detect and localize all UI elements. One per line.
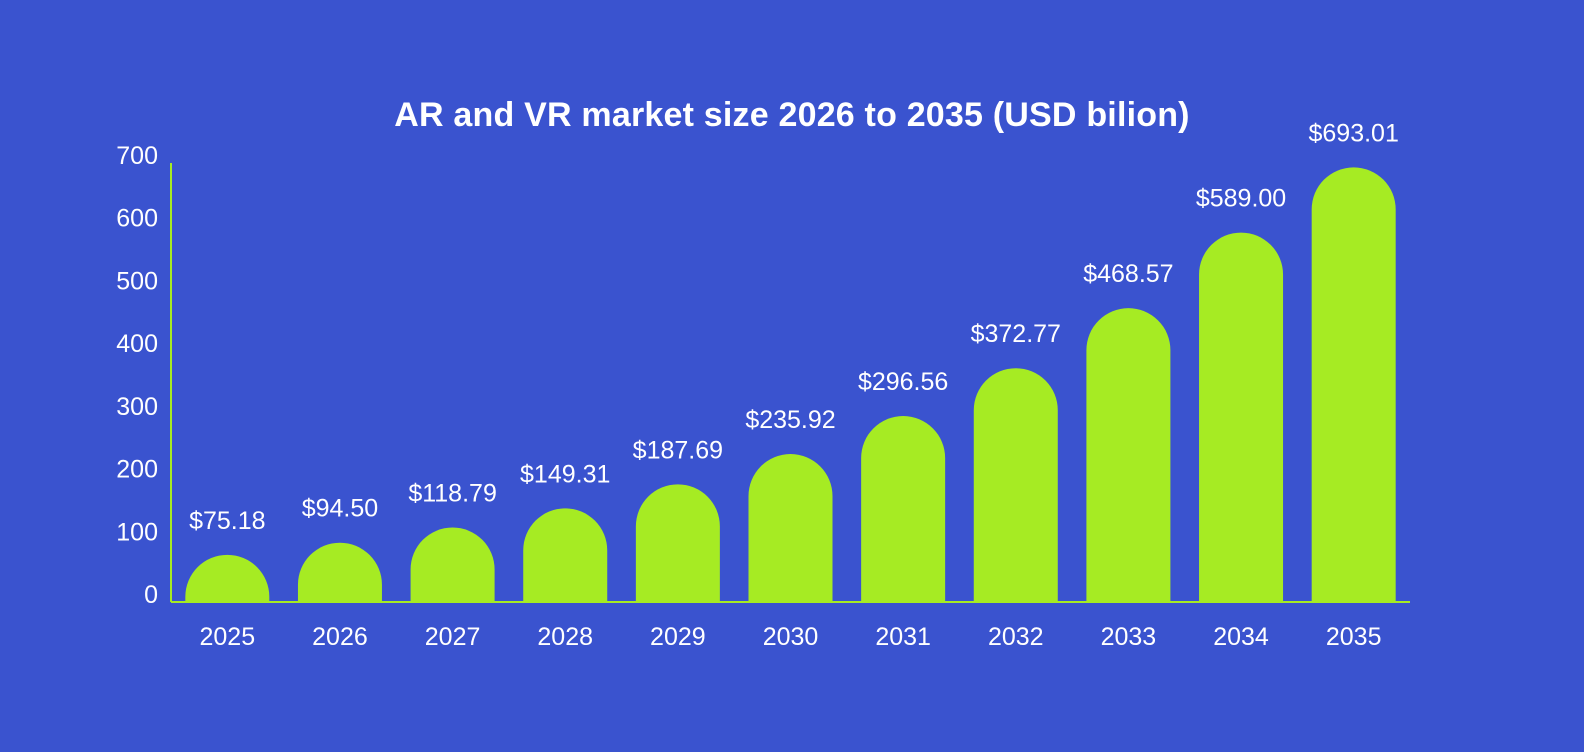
bar-2030	[748, 454, 833, 602]
data-label-2029: $187.69	[633, 436, 723, 464]
x-tick-label-2030: 2030	[763, 623, 819, 651]
data-label-2032: $372.77	[971, 320, 1061, 348]
x-tick-label-2034: 2034	[1213, 623, 1269, 651]
data-label-2026: $94.50	[302, 495, 378, 523]
bar-2033	[1086, 308, 1171, 602]
data-label-2031: $296.56	[858, 368, 948, 396]
x-tick-label-2031: 2031	[875, 623, 931, 651]
y-tick-label-500: 500	[116, 267, 158, 295]
x-tick-label-2033: 2033	[1101, 623, 1157, 651]
x-tick-label-2029: 2029	[650, 623, 706, 651]
data-label-2028: $149.31	[520, 460, 610, 488]
bar-2031	[861, 416, 946, 602]
x-tick-label-2032: 2032	[988, 623, 1044, 651]
x-tick-label-2026: 2026	[312, 623, 368, 651]
bar-2027	[410, 527, 495, 602]
y-tick-label-400: 400	[116, 330, 158, 358]
y-axis-ticks: 0 100 200 300 400 500 600 700	[116, 142, 158, 609]
y-tick-label-300: 300	[116, 393, 158, 421]
data-labels-group: $75.18 $94.50 $118.79 $149.31 $187.69 $235.92…	[189, 119, 1399, 534]
bar-2025	[185, 554, 270, 602]
data-label-2034: $589.00	[1196, 185, 1286, 213]
x-tick-label-2025: 2025	[200, 623, 256, 651]
bar-2035	[1311, 167, 1396, 602]
data-label-2025: $75.18	[189, 507, 265, 535]
y-tick-label-200: 200	[116, 456, 158, 484]
y-tick-label-0: 0	[144, 581, 158, 609]
x-tick-label-2035: 2035	[1326, 623, 1382, 651]
x-tick-label-2027: 2027	[425, 623, 481, 651]
bar-2029	[635, 484, 720, 602]
bar-2026	[297, 542, 382, 602]
x-tick-label-2028: 2028	[537, 623, 593, 651]
bar-2032	[973, 368, 1058, 602]
bar-2028	[523, 508, 608, 602]
y-tick-label-700: 700	[116, 142, 158, 170]
bar-2034	[1199, 232, 1284, 603]
data-label-2030: $235.92	[745, 406, 835, 434]
chart-title: AR and VR market size 2026 to 2035 (USD …	[394, 96, 1190, 134]
y-tick-label-600: 600	[116, 205, 158, 233]
y-tick-label-100: 100	[116, 518, 158, 546]
data-label-2035: $693.01	[1308, 119, 1398, 147]
data-label-2033: $468.57	[1083, 260, 1173, 288]
data-label-2027: $118.79	[408, 480, 497, 508]
bars-group	[185, 167, 1396, 603]
x-axis-ticks: 2025 2026 2027 2028 2029 2030 2031 2032 2033 2034…	[200, 623, 1382, 651]
